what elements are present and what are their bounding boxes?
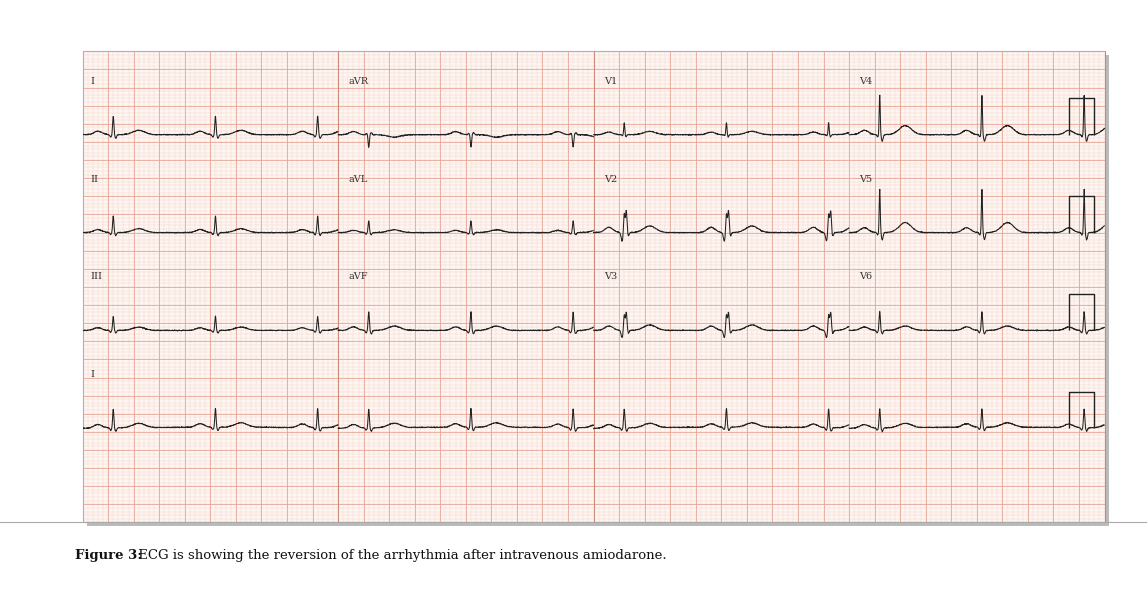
Text: Figure 3:: Figure 3:	[75, 548, 142, 562]
Text: V4: V4	[859, 77, 873, 86]
Text: V6: V6	[859, 272, 873, 281]
Text: aVL: aVL	[349, 175, 368, 184]
Text: aVF: aVF	[349, 272, 368, 281]
Text: I: I	[91, 77, 94, 86]
Text: II: II	[91, 175, 99, 184]
Text: ECG is showing the reversion of the arrhythmia after intravenous amiodarone.: ECG is showing the reversion of the arrh…	[134, 548, 666, 562]
Text: I: I	[91, 370, 94, 379]
Text: V1: V1	[603, 77, 617, 86]
Text: V2: V2	[603, 175, 617, 184]
Text: III: III	[91, 272, 102, 281]
Text: V3: V3	[603, 272, 617, 281]
Text: V5: V5	[859, 175, 873, 184]
Text: aVR: aVR	[349, 77, 368, 86]
